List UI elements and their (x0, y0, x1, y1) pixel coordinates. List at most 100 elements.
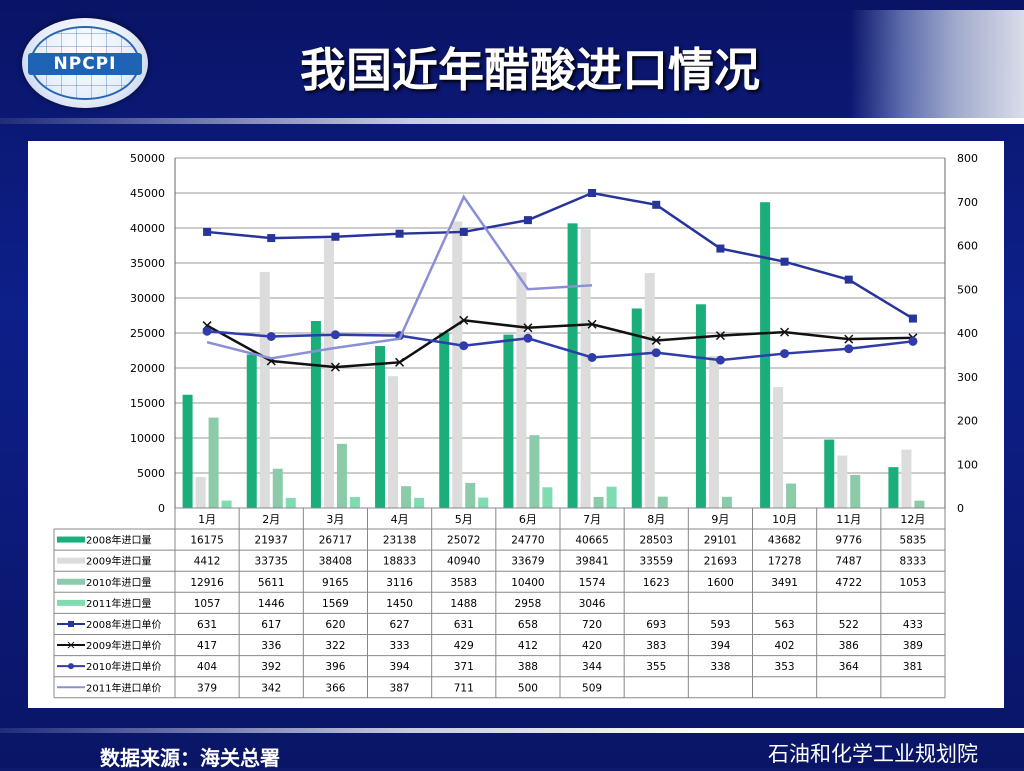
series-line (206, 191, 914, 320)
y-left-tick-label: 45000 (130, 187, 165, 200)
table-cell: 394 (390, 661, 410, 673)
table-cell: 433 (903, 619, 923, 631)
table-cell: 371 (454, 661, 474, 673)
table-cell: 333 (390, 640, 410, 652)
y-left-tick-label: 30000 (130, 292, 165, 305)
table-cell: 26717 (319, 535, 352, 547)
table-cell: 40940 (447, 556, 480, 568)
y-right-tick-label: 300 (957, 371, 978, 384)
table-cell: 336 (261, 640, 281, 652)
table-cell: 8333 (900, 556, 927, 568)
point-x (523, 323, 533, 333)
table-cell: 353 (775, 661, 795, 673)
category-label: 10月 (772, 513, 797, 526)
point-square (267, 234, 276, 243)
y-left-tick-label: 15000 (130, 397, 165, 410)
bar (695, 304, 706, 508)
point-square (588, 189, 597, 197)
legend-series-name: 2008年进口单价 (86, 618, 161, 631)
category-label: 9月 (711, 513, 729, 526)
bar (195, 477, 206, 508)
legend-series-name: 2008年进口量 (86, 534, 151, 547)
category-label: 2月 (262, 513, 280, 526)
category-label: 5月 (455, 513, 473, 526)
header-divider (0, 118, 1024, 124)
table-cell: 381 (903, 661, 923, 673)
point-circle (844, 344, 854, 354)
table-cell: 429 (454, 640, 474, 652)
series-line (206, 330, 914, 362)
npcpi-logo: NPCPI (22, 18, 148, 108)
table-cell: 21693 (704, 556, 737, 568)
table-cell: 29101 (704, 535, 737, 547)
footer-divider (0, 728, 1024, 733)
point-circle (523, 333, 533, 343)
table-cell: 402 (775, 640, 795, 652)
table-cell: 5611 (258, 577, 285, 589)
y-left-tick-label: 40000 (130, 222, 165, 235)
legend-marker (67, 641, 75, 649)
category-label: 7月 (583, 513, 601, 526)
y-right-tick-label: 500 (957, 283, 978, 296)
logo-band (28, 53, 142, 75)
point-circle (651, 348, 661, 358)
table-cell: 412 (518, 640, 538, 652)
table-cell: 39841 (575, 556, 608, 568)
point-circle (780, 349, 790, 359)
table-cell: 38408 (319, 556, 352, 568)
table-cell: 1623 (643, 577, 670, 589)
chart: 0500010000150002000025000300003500040000… (53, 152, 978, 699)
table-cell: 4412 (194, 556, 221, 568)
y-left-tick-label: 0 (158, 502, 165, 515)
y-left-tick-label: 20000 (130, 362, 165, 375)
table-cell: 40665 (575, 535, 608, 547)
point-square (395, 229, 404, 238)
table-cell: 33559 (640, 556, 673, 568)
bar (349, 497, 360, 508)
table-cell: 21937 (255, 535, 288, 547)
bar (221, 500, 232, 508)
table-cell: 364 (839, 661, 859, 673)
table-cell: 28503 (640, 535, 673, 547)
table-cell: 396 (325, 661, 345, 673)
logo-text: NPCPI (53, 54, 117, 74)
table-cell: 33679 (511, 556, 544, 568)
bar (516, 272, 527, 508)
legend-marker (68, 663, 74, 670)
point-square (652, 200, 661, 209)
bar (336, 443, 347, 508)
table-cell: 383 (646, 640, 666, 652)
table-cell: 620 (325, 619, 345, 631)
bar (644, 273, 655, 508)
table-cell: 1446 (258, 598, 285, 610)
bar (401, 486, 412, 508)
legend-bar-key (57, 578, 85, 585)
table-cell: 7487 (835, 556, 862, 568)
table-cell: 3116 (386, 577, 413, 589)
table-cell: 43682 (768, 535, 801, 547)
table-cell: 420 (582, 640, 602, 652)
table-cell: 392 (261, 661, 281, 673)
point-circle (459, 341, 469, 351)
y-right-tick-label: 700 (957, 196, 978, 209)
series-line (206, 319, 913, 369)
point-x (587, 319, 597, 329)
table-cell: 23138 (383, 535, 416, 547)
point-circle (908, 336, 918, 346)
bar (888, 467, 899, 508)
bar (542, 487, 553, 508)
slide-title: 我国近年醋酸进口情况 (300, 43, 760, 97)
point-circle (715, 355, 725, 365)
y-left-tick-label: 10000 (130, 432, 165, 445)
header-photo (850, 10, 1024, 120)
y-right-tick-label: 0 (957, 502, 964, 515)
table-cell: 404 (197, 661, 217, 673)
table-cell: 366 (325, 682, 345, 694)
table-cell: 24770 (511, 535, 544, 547)
table-cell: 18833 (383, 556, 416, 568)
y-right-tick-label: 100 (957, 458, 978, 471)
table-cell: 711 (454, 682, 474, 694)
point-x (715, 331, 725, 341)
category-label: 11月 (836, 513, 861, 526)
point-square (908, 314, 917, 323)
